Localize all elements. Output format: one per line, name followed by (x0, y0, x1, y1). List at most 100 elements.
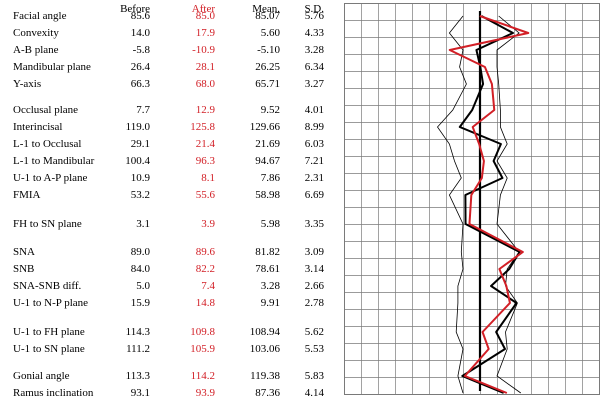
after-value: 114.2 (190, 370, 215, 382)
after-value: 96.3 (195, 155, 215, 167)
before-value: 111.2 (126, 343, 150, 355)
row-label: Gonial angle (13, 370, 70, 382)
after-value: 28.1 (195, 61, 215, 73)
mean-value: 9.91 (260, 297, 280, 309)
header-mean: Mean. (252, 3, 280, 15)
before-value: 89.0 (130, 246, 150, 258)
before-value: 26.4 (130, 61, 150, 73)
after-series-line (448, 15, 530, 394)
before-value: 119.0 (125, 121, 150, 133)
sd-value: 3.09 (304, 246, 324, 258)
mean-value: 3.28 (260, 280, 280, 292)
sd-value: 3.35 (304, 218, 324, 230)
sd-value: 3.27 (304, 78, 324, 90)
before-value: 93.1 (130, 387, 150, 399)
row-label: Interincisal (13, 121, 63, 133)
sd-value: 4.01 (304, 104, 324, 116)
row-label: SNA (13, 246, 36, 258)
header-before: Before (120, 3, 150, 15)
row-label: SNB (13, 263, 35, 275)
row-label: A-B plane (13, 44, 59, 56)
sd-value: 7.21 (304, 155, 324, 167)
before-value: 100.4 (125, 155, 150, 167)
row-label: Mandibular plane (13, 61, 91, 73)
before-value: 10.9 (130, 172, 150, 184)
before-value: 5.0 (136, 280, 150, 292)
before-value: 14.0 (130, 27, 150, 39)
after-value: 105.9 (190, 343, 215, 355)
before-value: 15.9 (130, 297, 150, 309)
row-label: Occlusal plane (13, 104, 79, 116)
row-label: U-1 to N-P plane (13, 297, 89, 309)
mean-value: 85.07 (255, 10, 280, 22)
before-series-line (458, 15, 521, 394)
before-value: 66.3 (130, 78, 150, 90)
after-value: 21.4 (195, 138, 215, 150)
sd-value: 4.33 (304, 27, 324, 39)
row-label: U-1 to FH plane (13, 326, 85, 338)
header-sd: S.D. (304, 3, 324, 15)
before-value: 7.7 (136, 104, 150, 116)
row-label: SNA-SNB diff. (13, 280, 82, 292)
mean-value: 58.98 (255, 189, 280, 201)
sd-value: 5.83 (304, 370, 324, 382)
polygram-chart (344, 3, 600, 395)
mean-value: 81.82 (255, 246, 280, 258)
sd-value: 3.28 (304, 44, 324, 56)
before-value: 3.1 (136, 218, 150, 230)
mean-value: 9.52 (260, 104, 280, 116)
row-label: Convexity (13, 27, 59, 39)
sd-value: 8.99 (304, 121, 324, 133)
mean-value: 5.60 (260, 27, 280, 39)
after-value: 14.8 (195, 297, 215, 309)
sd-value: 5.53 (304, 343, 324, 355)
sd-value: 5.62 (304, 326, 324, 338)
row-label: U-1 to A-P plane (13, 172, 88, 184)
row-label: U-1 to SN plane (13, 343, 85, 355)
before-value: 84.0 (130, 263, 150, 275)
row-label: FMIA (13, 189, 41, 201)
after-value: 85.0 (195, 10, 215, 22)
cephalometric-table: Before After Mean. S.D. Facial angle 85.6 85.0… (13, 3, 324, 399)
row-label: Facial angle (13, 10, 67, 22)
before-value: 85.6 (130, 10, 150, 22)
sd-value: 6.03 (304, 138, 324, 150)
sd-value: 6.69 (304, 189, 324, 201)
mean-value: 103.06 (249, 343, 280, 355)
sd-value: 3.14 (304, 263, 324, 275)
before-value: -5.8 (132, 44, 150, 56)
before-value: 114.3 (125, 326, 150, 338)
mean-value: 129.66 (249, 121, 280, 133)
row-label: L-1 to Mandibular (13, 155, 95, 167)
after-value: -10.9 (192, 44, 215, 56)
after-value: 68.0 (195, 78, 215, 90)
sd-value: 2.66 (304, 280, 324, 292)
mean-value: 119.38 (250, 370, 280, 382)
mean-value: 5.98 (260, 218, 280, 230)
row-label: L-1 to Occlusal (13, 138, 82, 150)
before-value: 53.2 (130, 189, 150, 201)
mean-value: 108.94 (249, 326, 280, 338)
range-right-line (496, 15, 522, 394)
sd-value: 6.34 (304, 61, 324, 73)
after-value: 93.9 (195, 387, 215, 399)
row-label: FH to SN plane (13, 218, 82, 230)
range-left-line (436, 15, 467, 394)
after-value: 89.6 (195, 246, 215, 258)
row-label: Y-axis (13, 78, 42, 90)
mean-value: 78.61 (255, 263, 280, 275)
after-value: 3.9 (201, 218, 215, 230)
sd-value: 2.31 (304, 172, 324, 184)
before-value: 113.3 (125, 370, 150, 382)
mean-value: 21.69 (255, 138, 280, 150)
sd-value: 4.14 (304, 387, 324, 399)
mean-value: 87.36 (255, 387, 280, 399)
after-value: 17.9 (195, 27, 215, 39)
row-label: Ramus inclination (13, 387, 94, 399)
after-value: 125.8 (190, 121, 215, 133)
mean-value: 7.86 (260, 172, 280, 184)
sd-value: 2.78 (304, 297, 324, 309)
mean-value: -5.10 (257, 44, 280, 56)
before-value: 29.1 (130, 138, 150, 150)
after-value: 12.9 (195, 104, 215, 116)
